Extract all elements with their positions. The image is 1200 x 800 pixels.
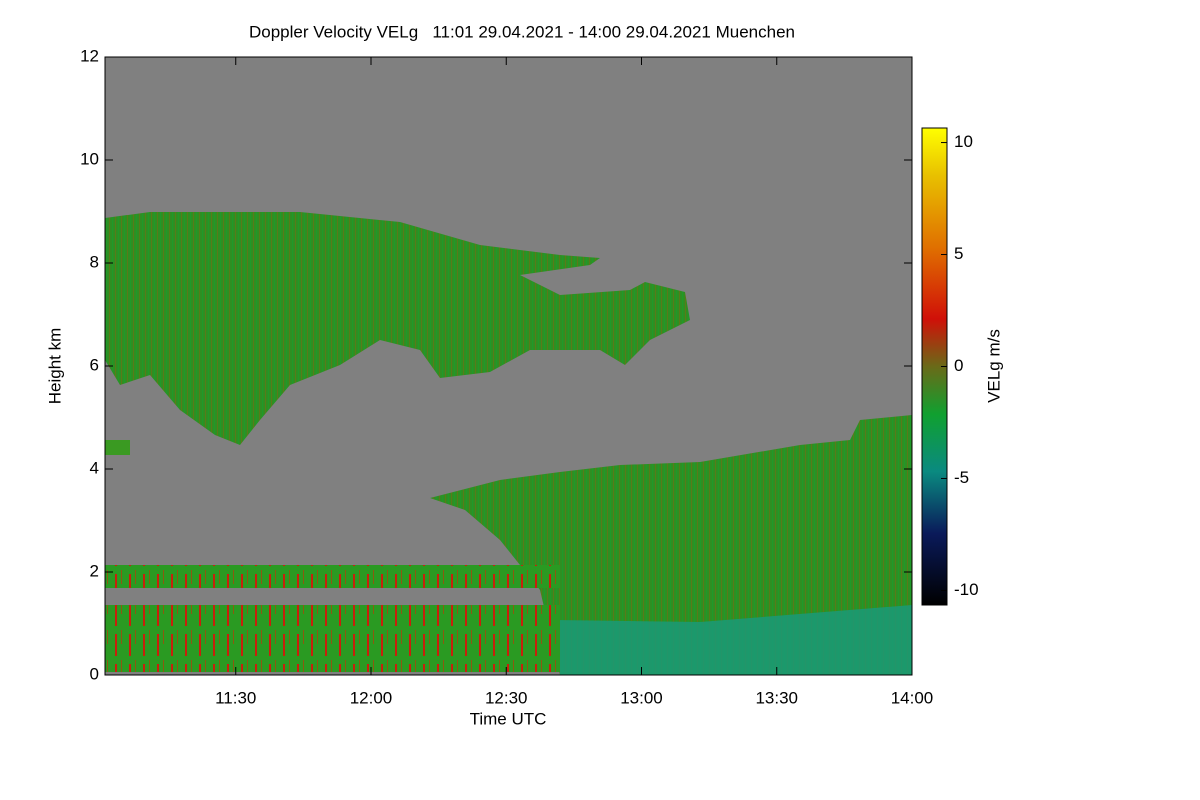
y-axis-label: Height km [45,328,64,405]
colorbar-tick-label: -5 [954,468,969,487]
echo-layer [105,565,560,588]
y-tick-label: 0 [90,664,99,683]
x-tick-label: 14:00 [891,688,934,707]
colorbar-tick-label: 10 [954,132,973,151]
plot-area [104,56,913,676]
x-tick-label: 13:30 [755,688,798,707]
x-tick-label: 12:30 [485,688,528,707]
chart-title: Doppler Velocity VELg 11:01 29.04.2021 -… [249,22,795,41]
x-tick-label: 11:30 [215,688,256,707]
x-axis-label: Time UTC [470,709,547,728]
x-tick-label: 12:00 [350,688,393,707]
colorbar-label: VELg m/s [984,329,1003,403]
colorbar-tick-label: 5 [954,244,963,263]
y-tick-label: 6 [90,355,99,374]
x-tick-label: 13:00 [620,688,663,707]
echo-clutter [105,605,560,672]
y-tick-label: 8 [90,252,99,271]
colorbar-tick-label: -10 [954,580,979,599]
y-tick-label: 4 [90,458,99,477]
echo-patch [105,440,130,455]
y-tick-label: 2 [90,561,99,580]
echo-downdraft [555,605,912,675]
echo-upper [105,212,690,445]
colorbar-tick-label: 0 [954,356,963,375]
y-tick-label: 10 [80,149,99,168]
y-tick-label: 12 [80,46,99,65]
